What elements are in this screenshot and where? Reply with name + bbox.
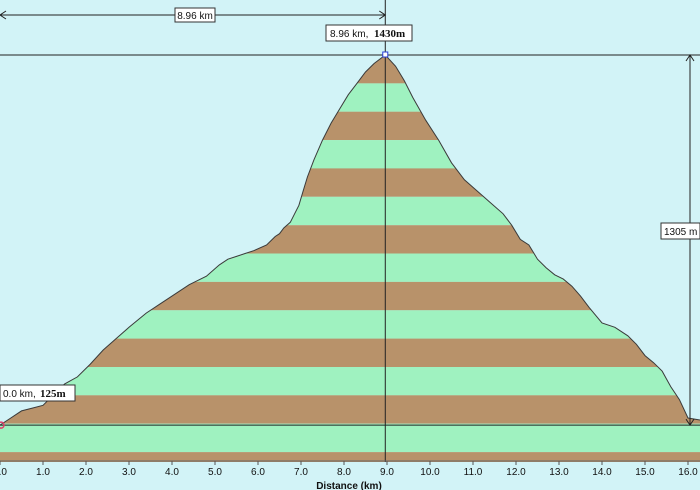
x-tick-label: 0.0	[0, 467, 7, 478]
elevation-band	[0, 395, 700, 424]
x-tick-label: 10.0	[420, 467, 440, 478]
start-marker[interactable]	[0, 421, 5, 429]
elevation-band	[0, 338, 700, 367]
peak-distance-label: 8.96 km	[177, 11, 213, 22]
x-tick-label: 13.0	[549, 467, 569, 478]
x-axis-ticks: 0.0 1.0 2.0 3.0 4.0 5.0 6.0 7.0 8.0 9.0 10.0 11.0 12…	[0, 461, 698, 478]
profile-outline	[0, 54, 700, 426]
height-arrow-bottom	[685, 418, 695, 427]
start-label-distance: 0.0 km,	[3, 389, 36, 400]
distance-label-box	[174, 7, 216, 23]
x-tick-label: 11.0	[464, 467, 483, 478]
height-label-box	[660, 222, 700, 240]
x-tick-label: 5.0	[208, 467, 222, 478]
start-label-box	[0, 384, 76, 402]
peak-marker[interactable]	[382, 51, 389, 58]
x-tick-label: 3.0	[122, 467, 136, 478]
distance-arrow-left	[0, 10, 7, 20]
x-tick-label: 12.0	[506, 467, 526, 478]
elevation-band	[0, 452, 700, 462]
x-tick-label: 14.0	[592, 467, 612, 478]
elevation-band	[0, 423, 700, 453]
peak-label-distance: 8.96 km,	[330, 29, 368, 40]
distance-arrow-right	[379, 10, 387, 20]
x-tick-label: 2.0	[79, 467, 93, 478]
height-difference-label: 1305 m	[664, 227, 697, 238]
x-tick-label: 16.0	[678, 467, 698, 478]
x-tick-label: 8.0	[337, 467, 351, 478]
peak-label-box	[325, 24, 413, 42]
start-label-elevation: 125m	[40, 388, 66, 400]
height-arrow-top	[685, 54, 695, 62]
x-tick-label: 7.0	[294, 467, 308, 478]
peak-label-elevation: 1430m	[374, 28, 405, 40]
x-tick-label: 15.0	[635, 467, 655, 478]
x-tick-label: 1.0	[36, 467, 50, 478]
x-tick-label: 9.0	[380, 467, 394, 478]
x-tick-label: 6.0	[251, 467, 265, 478]
elevation-band	[0, 367, 700, 396]
x-tick-label: 4.0	[165, 467, 179, 478]
x-axis-title: Distance (km)	[316, 481, 382, 490]
